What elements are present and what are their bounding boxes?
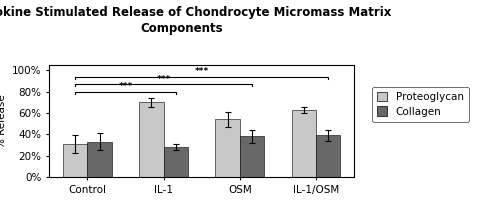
Legend: Proteoglycan, Collagen: Proteoglycan, Collagen [371, 87, 469, 122]
Text: Cytokine Stimulated Release of Chondrocyte Micromass Matrix
Components: Cytokine Stimulated Release of Chondrocy… [0, 6, 391, 35]
Text: ***: *** [195, 67, 209, 76]
Bar [292, 110, 316, 177]
Bar [139, 102, 164, 177]
Bar [88, 142, 112, 177]
Y-axis label: % Release: % Release [0, 94, 6, 148]
Bar [240, 137, 264, 177]
Bar [316, 135, 340, 177]
Bar [215, 119, 240, 177]
Text: ***: *** [119, 82, 133, 91]
Bar [164, 147, 188, 177]
Text: ***: *** [156, 75, 171, 84]
Bar [63, 144, 88, 177]
